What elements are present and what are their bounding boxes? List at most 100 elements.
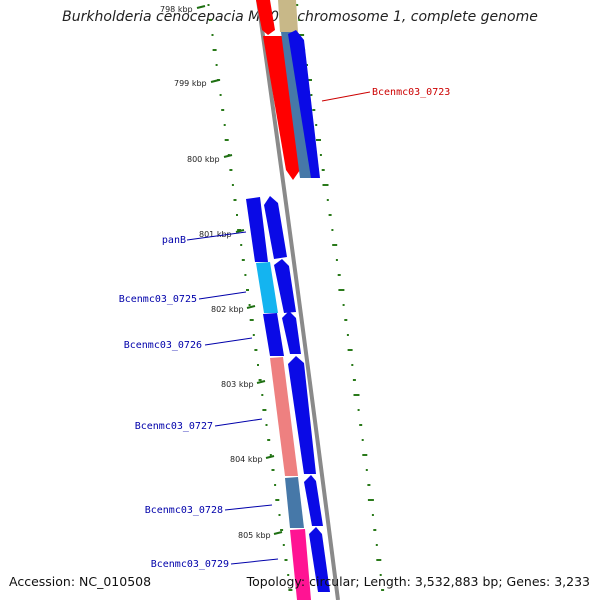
gc-dot	[375, 544, 378, 546]
gc-dot	[271, 469, 275, 471]
gene-label-0728[interactable]: Bcenmc03_0728	[145, 505, 223, 516]
gc-dot	[299, 34, 305, 36]
accession-text: Accession: NC_010508	[9, 574, 152, 589]
gc-dot	[338, 289, 345, 291]
gc-dot	[258, 379, 262, 381]
gc-dot	[240, 244, 243, 246]
gc-dot	[367, 499, 374, 501]
tick-label-group: 798 kbp 799 kbp 800 kbp 801 kbp 802 kbp …	[160, 5, 271, 540]
gc-dot	[306, 79, 312, 81]
gc-dot	[371, 514, 374, 516]
tick-label-801: 801 kbp	[199, 230, 232, 239]
gc-dot	[265, 424, 268, 426]
feature-0726[interactable]	[263, 313, 284, 356]
gc-dot	[361, 439, 364, 441]
gc-dot	[316, 139, 321, 141]
gc-dot	[207, 4, 210, 6]
tick-label-799: 799 kbp	[174, 79, 207, 88]
gc-dot	[246, 289, 249, 291]
feature-right-1[interactable]	[264, 196, 287, 259]
gc-dot	[261, 394, 264, 396]
gc-dot	[332, 244, 338, 246]
feature-blue-right[interactable]	[288, 30, 320, 178]
gc-dot	[319, 154, 322, 156]
gc-dot	[252, 334, 255, 336]
gene-label-0725[interactable]: Bcenmc03_0725	[119, 294, 197, 305]
gene-label-0723[interactable]: Bcenmc03_0723	[372, 87, 450, 98]
gc-dot	[367, 484, 371, 486]
gc-dot	[346, 334, 349, 336]
gene-leader-lines	[186, 91, 371, 565]
feature-panb[interactable]	[246, 197, 268, 262]
gc-dot	[219, 94, 222, 96]
feature-red-long[interactable]	[263, 36, 300, 180]
gc-dot	[211, 34, 214, 36]
feature-red-top	[256, 0, 275, 35]
gene-label-panb[interactable]: panB	[162, 235, 186, 246]
gc-dot	[274, 484, 277, 486]
gc-dot	[248, 304, 251, 306]
tick-label-805: 805 kbp	[238, 531, 271, 540]
gc-dot	[351, 364, 354, 366]
gc-dot	[331, 229, 334, 231]
gc-dot	[357, 409, 360, 411]
gc-dot	[328, 214, 332, 216]
gc-dot	[381, 589, 385, 591]
gc-dot	[335, 259, 338, 261]
gc-dot	[278, 514, 281, 516]
feature-right-3[interactable]	[282, 311, 301, 354]
feature-0725[interactable]	[256, 262, 278, 313]
gc-dot	[215, 64, 218, 66]
gc-dot	[362, 454, 368, 456]
tick-label-804: 804 kbp	[230, 455, 263, 464]
feature-0728[interactable]	[285, 477, 304, 528]
gc-dot	[344, 319, 348, 321]
gc-dot	[269, 454, 272, 456]
gc-dot	[295, 4, 299, 6]
gc-dot	[288, 589, 293, 591]
gc-dot	[373, 529, 377, 531]
gene-label-0726[interactable]: Bcenmc03_0726	[124, 340, 202, 351]
gc-dot	[257, 364, 259, 366]
map-title: Burkholderia cenocepacia MC0-3 chromosom…	[62, 9, 538, 25]
gc-dot	[365, 469, 368, 471]
gc-dot	[322, 184, 329, 186]
gc-dot	[353, 394, 360, 396]
tick-marks	[196, 5, 283, 535]
feature-right-2[interactable]	[274, 259, 296, 313]
tick-label-800: 800 kbp	[187, 155, 220, 164]
gene-label-0729[interactable]: Bcenmc03_0729	[151, 559, 229, 570]
gc-dot	[359, 424, 363, 426]
feature-right-4[interactable]	[288, 356, 316, 474]
gc-dot	[337, 274, 341, 276]
gc-dot	[233, 199, 237, 201]
gc-dot	[223, 124, 226, 126]
gc-dot	[244, 274, 247, 276]
gc-dot	[352, 379, 356, 381]
gc-dot	[312, 109, 316, 111]
gc-dot	[224, 139, 229, 141]
gc-dot	[376, 559, 382, 561]
genome-summary-text: Topology: circular; Length: 3,532,883 bp…	[246, 574, 590, 589]
gc-dot	[241, 259, 245, 261]
gc-dot	[282, 544, 285, 546]
feature-0729[interactable]	[290, 529, 311, 600]
gene-label-0727[interactable]: Bcenmc03_0727	[135, 421, 213, 432]
gc-dot	[209, 19, 212, 21]
feature-steel[interactable]	[281, 32, 312, 178]
gc-dot	[280, 529, 284, 531]
tick-label-802: 802 kbp	[211, 305, 244, 314]
gc-dot	[237, 229, 242, 231]
gc-dot	[212, 49, 217, 51]
feature-right-6[interactable]	[309, 527, 330, 592]
gc-dot	[262, 409, 267, 411]
gc-dot	[249, 319, 254, 321]
gc-dot	[221, 109, 225, 111]
gc-dot	[254, 349, 258, 351]
feature-right-5[interactable]	[304, 475, 323, 526]
gc-dot	[326, 199, 329, 201]
backbone-line	[256, 0, 340, 600]
gc-dot	[310, 94, 313, 96]
feature-0727[interactable]	[270, 357, 298, 476]
